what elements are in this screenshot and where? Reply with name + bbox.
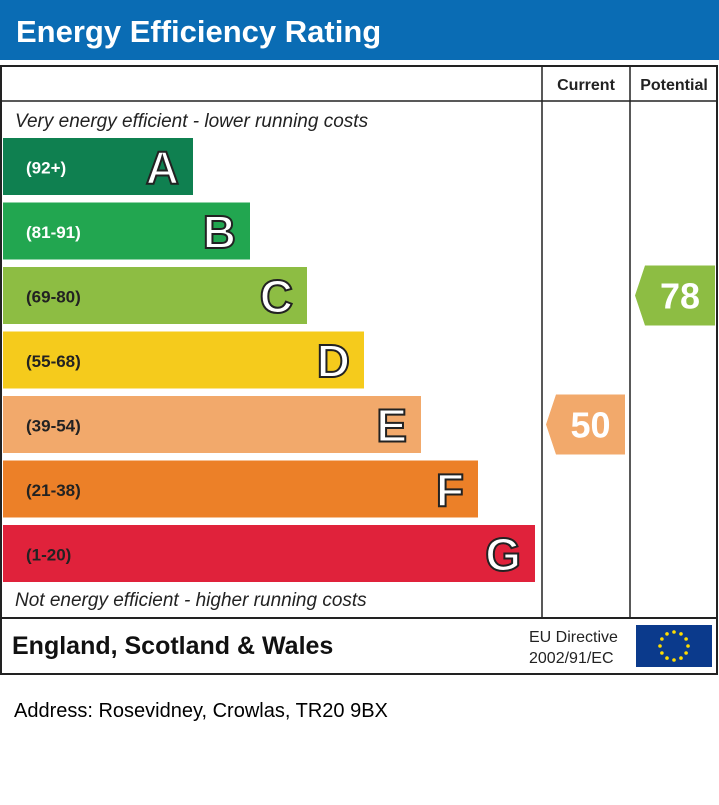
- region-label: England, Scotland & Wales: [12, 632, 333, 660]
- eu-star-icon: [672, 658, 676, 662]
- band-g-range: (1-20): [26, 546, 71, 565]
- top-note: Very energy efficient - lower running co…: [15, 111, 369, 132]
- header-bar: [0, 0, 719, 60]
- band-f-range: (21-38): [26, 481, 81, 500]
- directive-line2: 2002/91/EC: [529, 650, 614, 667]
- eu-star-icon: [665, 656, 669, 660]
- band-f-bar: [3, 460, 478, 518]
- band-g-letter: G: [485, 529, 521, 581]
- band-g-bar: [3, 525, 535, 582]
- band-c-range: (69-80): [26, 288, 81, 307]
- band-b-range: (81-91): [26, 223, 81, 242]
- band-c-bar: [3, 267, 307, 324]
- eu-star-icon: [684, 651, 688, 655]
- potential-rating-arrow: [635, 265, 715, 326]
- band-d-letter: D: [317, 335, 350, 387]
- potential-rating-value: 78: [660, 276, 700, 317]
- energy-rating-chart: Energy Efficiency Rating Current Potenti…: [0, 0, 719, 675]
- band-d-range: (55-68): [26, 352, 81, 371]
- eu-star-icon: [660, 651, 664, 655]
- band-a-range: (92+): [26, 159, 66, 178]
- eu-star-icon: [684, 637, 688, 641]
- address: Address: Rosevidney, Crowlas, TR20 9BX: [14, 700, 388, 722]
- band-b-bar: [3, 202, 250, 260]
- eu-flag-icon: [636, 625, 712, 667]
- eu-star-icon: [672, 630, 676, 634]
- rating-indicators: 50 78: [546, 265, 715, 455]
- band-a-bar: [3, 138, 193, 195]
- band-c-letter: C: [260, 271, 293, 323]
- band-e-letter: E: [376, 400, 407, 452]
- band-d-bar: [3, 331, 364, 389]
- chart-title: Energy Efficiency Rating: [16, 14, 381, 49]
- current-rating-value: 50: [570, 405, 610, 446]
- eu-star-icon: [660, 637, 664, 641]
- band-a-letter: A: [146, 142, 179, 194]
- eu-star-icon: [658, 644, 662, 648]
- column-potential-label: Potential: [640, 77, 708, 94]
- current-rating-arrow: [546, 394, 625, 455]
- chart-frame: [0, 65, 718, 675]
- band-f-letter: F: [436, 464, 464, 516]
- eu-star-icon: [679, 656, 683, 660]
- band-e-bar: [3, 396, 421, 453]
- band-b-letter: B: [203, 206, 236, 258]
- bottom-note: Not energy efficient - higher running co…: [15, 590, 367, 611]
- eu-star-icon: [665, 632, 669, 636]
- directive-line1: EU Directive: [529, 629, 618, 646]
- column-current-label: Current: [557, 77, 615, 94]
- eu-star-icon: [686, 644, 690, 648]
- rating-bands: (92+) A (81-91) B (69-80) C (55-68) D (39-54) E (2…: [3, 138, 535, 582]
- band-e-range: (39-54): [26, 417, 81, 436]
- eu-star-icon: [679, 632, 683, 636]
